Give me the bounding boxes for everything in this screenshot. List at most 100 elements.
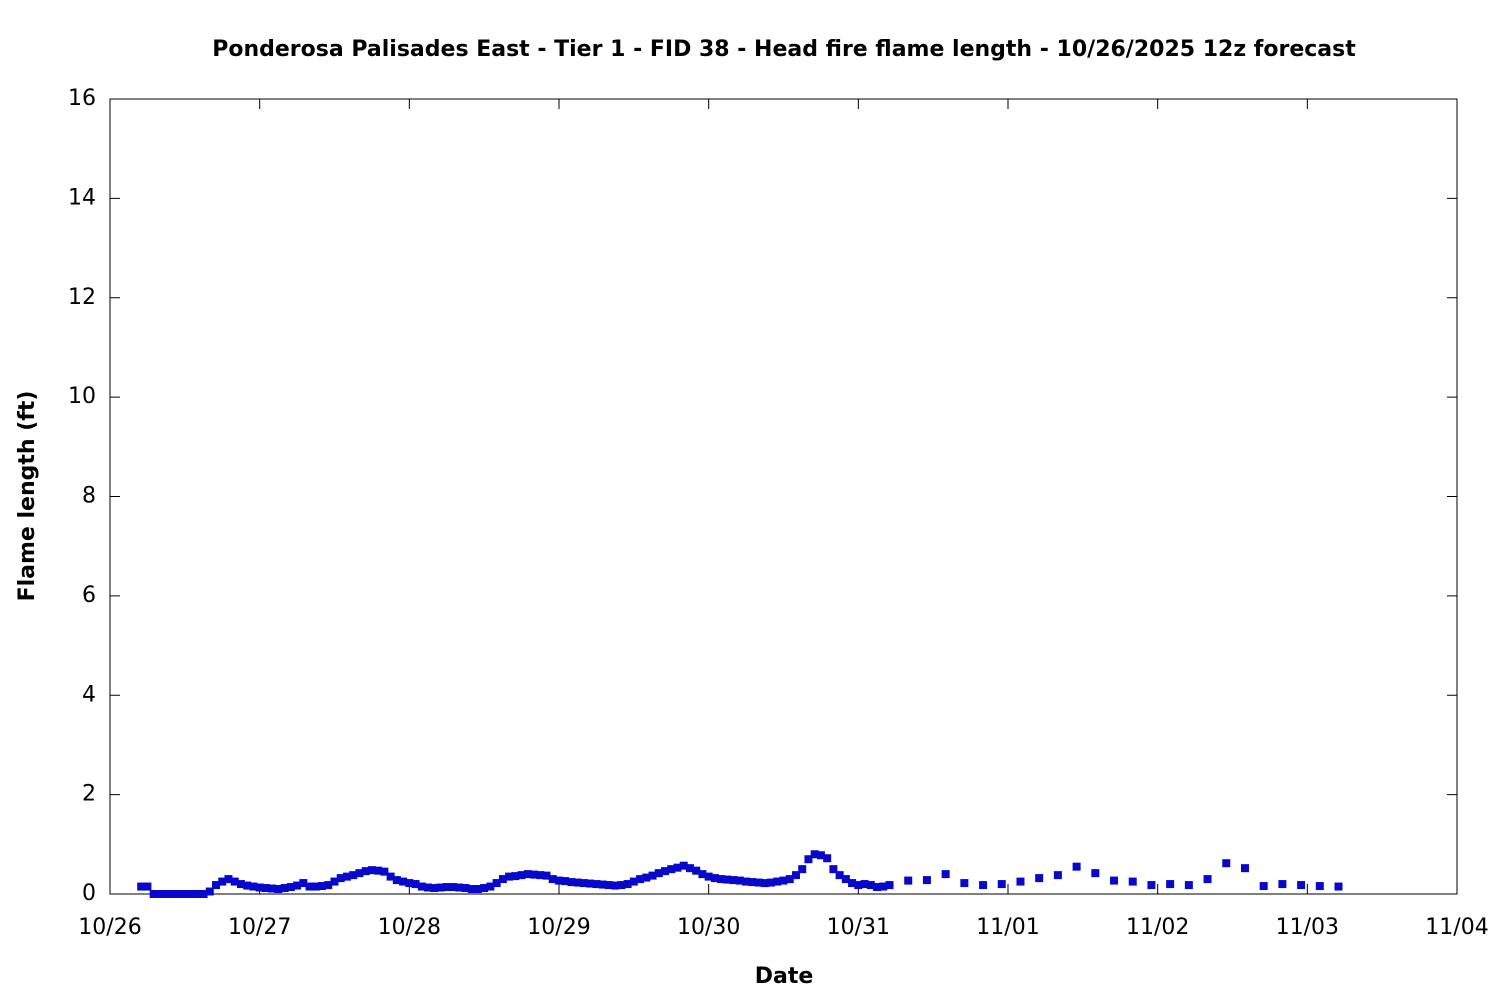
point bbox=[1278, 880, 1287, 889]
point bbox=[816, 851, 825, 860]
point bbox=[654, 869, 663, 878]
point bbox=[611, 881, 620, 890]
y-tick-label: 8 bbox=[82, 484, 96, 509]
x-tick-label: 11/03 bbox=[1276, 915, 1339, 940]
point bbox=[1053, 871, 1062, 880]
point bbox=[1035, 874, 1044, 883]
y-tick-label: 6 bbox=[82, 583, 96, 608]
point bbox=[236, 880, 245, 889]
point bbox=[511, 872, 520, 881]
point bbox=[860, 880, 869, 889]
y-tick-label: 4 bbox=[82, 682, 96, 707]
point bbox=[1240, 864, 1249, 873]
point bbox=[261, 884, 270, 893]
x-tick-label: 10/29 bbox=[527, 915, 590, 940]
point bbox=[760, 879, 769, 888]
point bbox=[848, 879, 857, 888]
point bbox=[997, 880, 1006, 889]
point bbox=[405, 879, 414, 888]
point bbox=[311, 882, 320, 891]
point bbox=[162, 890, 171, 898]
point bbox=[1315, 882, 1324, 891]
point bbox=[1297, 881, 1306, 890]
point bbox=[922, 876, 931, 885]
point bbox=[767, 878, 776, 887]
point bbox=[1110, 876, 1119, 885]
point bbox=[636, 875, 645, 884]
point bbox=[355, 869, 364, 878]
point bbox=[399, 877, 408, 886]
x-tick-label: 10/27 bbox=[228, 915, 291, 940]
point bbox=[492, 879, 501, 888]
point bbox=[380, 867, 389, 876]
point bbox=[1259, 882, 1268, 891]
point bbox=[168, 890, 177, 898]
y-axis-label: Flame length (ft) bbox=[15, 391, 40, 602]
point bbox=[1128, 877, 1137, 886]
chart-title: Ponderosa Palisades East - Tier 1 - FID … bbox=[212, 37, 1356, 62]
point bbox=[174, 890, 183, 898]
point bbox=[567, 878, 576, 887]
point bbox=[218, 877, 227, 886]
point bbox=[349, 871, 358, 880]
point bbox=[1016, 877, 1025, 886]
point bbox=[1147, 881, 1156, 890]
point bbox=[729, 876, 738, 885]
point bbox=[598, 880, 607, 889]
point bbox=[555, 876, 563, 885]
point bbox=[798, 865, 807, 874]
y-tick-label: 0 bbox=[82, 881, 96, 906]
point bbox=[1166, 880, 1175, 889]
point bbox=[1203, 875, 1212, 884]
point bbox=[436, 883, 445, 892]
point bbox=[698, 870, 707, 879]
point bbox=[779, 876, 788, 885]
point bbox=[286, 883, 295, 892]
point bbox=[692, 866, 701, 875]
point bbox=[374, 866, 383, 875]
point bbox=[187, 890, 196, 898]
point bbox=[417, 882, 426, 891]
point bbox=[268, 884, 277, 893]
point bbox=[592, 880, 601, 889]
x-axis-label: Date bbox=[755, 964, 814, 989]
x-tick-label: 10/31 bbox=[827, 915, 890, 940]
point bbox=[579, 879, 588, 888]
x-tick-label: 11/01 bbox=[976, 915, 1039, 940]
point bbox=[742, 877, 751, 886]
point bbox=[904, 876, 913, 885]
point bbox=[448, 883, 457, 892]
point bbox=[498, 875, 507, 884]
point bbox=[573, 878, 582, 887]
point bbox=[536, 871, 545, 880]
point bbox=[804, 855, 813, 864]
point bbox=[835, 871, 844, 880]
point bbox=[548, 875, 557, 884]
point bbox=[180, 890, 189, 898]
point bbox=[685, 864, 694, 873]
x-tick-label: 10/30 bbox=[677, 915, 740, 940]
point bbox=[255, 883, 264, 892]
point bbox=[224, 875, 233, 884]
point bbox=[586, 879, 595, 888]
point bbox=[623, 880, 632, 889]
point bbox=[561, 877, 570, 886]
point bbox=[361, 867, 370, 876]
point bbox=[661, 867, 670, 876]
point bbox=[1222, 859, 1231, 868]
y-tick-label: 14 bbox=[68, 185, 96, 210]
point bbox=[617, 881, 626, 890]
point bbox=[505, 872, 514, 881]
point bbox=[530, 870, 539, 879]
point bbox=[648, 871, 657, 880]
point bbox=[960, 879, 969, 888]
point bbox=[542, 871, 551, 880]
x-tick-label: 10/26 bbox=[78, 915, 141, 940]
point bbox=[318, 882, 327, 891]
point bbox=[249, 882, 258, 891]
point bbox=[243, 881, 252, 890]
point bbox=[324, 881, 333, 890]
point bbox=[336, 874, 345, 883]
point bbox=[367, 866, 376, 875]
point bbox=[710, 874, 719, 883]
